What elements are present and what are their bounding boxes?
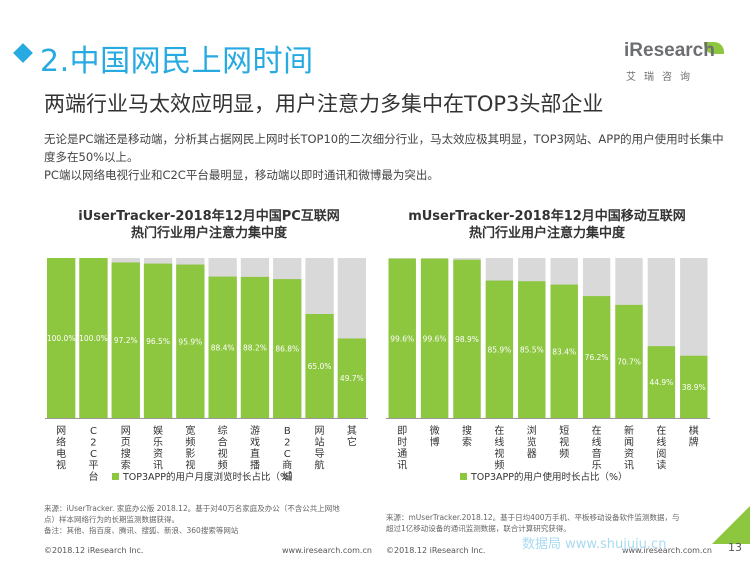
- pc-category-label: 娱乐资讯: [153, 424, 163, 472]
- pc-value-label: 88.2%: [243, 343, 267, 352]
- pc-category-label: 网页搜索: [121, 425, 131, 472]
- mobile-value-label: 85.5%: [520, 346, 544, 355]
- mobile-value-label: 85.9%: [487, 345, 511, 354]
- mobile-category-label: 浏览器: [527, 424, 537, 460]
- mobile-category-label: 即时通讯: [397, 425, 407, 472]
- mobile-category-label: 在线阅读: [656, 425, 666, 472]
- logo-leaf-icon: [704, 42, 724, 54]
- pc-source-note: 来源：iUserTracker. 家庭办公版 2018.12。基于对40万名家庭…: [44, 503, 374, 536]
- page-title: 2.中国网民上网时间: [40, 44, 314, 79]
- pc-category-label: 宽频影视: [185, 424, 195, 472]
- mobile-bar: [485, 280, 514, 418]
- pc-value-label: 100.0%: [79, 334, 108, 343]
- pc-source-line: 备注：其他、指百度、腾讯、搜狐、新浪、360搜索等网站: [44, 526, 239, 535]
- pc-footer-copyright: ©2018.12 iResearch Inc.: [44, 546, 144, 555]
- mobile-category-label: 棋牌: [689, 424, 699, 449]
- pc-bar: [111, 262, 140, 418]
- pc-source-line: 点）样本网络行为的长期监测数据获得。: [44, 515, 179, 524]
- pc-category-label: 其它: [347, 425, 357, 449]
- watermark: 数据局 www.shujuju.cn: [522, 537, 667, 552]
- pc-chart-title: iUserTracker-2018年12月中国PC互联网 热门行业用户注意力集中…: [44, 208, 374, 242]
- mobile-category-label: 在线视频: [494, 425, 504, 472]
- mobile-bar: [582, 296, 611, 418]
- pc-legend-label: TOP3APP的用户月度浏览时长占比（%）: [122, 471, 299, 483]
- pc-chart-title-line-1: iUserTracker-2018年12月中国PC互联网: [78, 209, 340, 224]
- mobile-bar: [453, 259, 481, 418]
- pc-value-label: 65.0%: [308, 362, 332, 371]
- pc-legend-swatch: [112, 473, 119, 480]
- pc-value-label: 88.4%: [211, 343, 235, 352]
- mobile-value-label: 83.4%: [552, 347, 576, 356]
- mobile-chart-title-line-1: mUserTracker-2018年12月中国移动互联网: [408, 209, 686, 224]
- mobile-legend-label: TOP3APP的用户使用时长占比（%）: [470, 471, 628, 483]
- mobile-value-label: 44.9%: [649, 378, 673, 387]
- mobile-bar: [388, 258, 416, 418]
- pc-bar: [143, 263, 173, 418]
- pc-source-line: 来源：iUserTracker. 家庭办公版 2018.12。基于对40万名家庭…: [44, 504, 340, 513]
- mobile-chart-title-line-2: 热门行业用户注意力集中度: [468, 226, 625, 241]
- pc-value-label: 49.7%: [340, 374, 364, 383]
- pc-category-label: 网站导航: [315, 425, 325, 472]
- pc-value-label: 96.5%: [146, 337, 170, 346]
- pc-category-label: 游戏直播: [250, 424, 260, 472]
- pc-category-label: B 2 C 商城: [282, 426, 292, 483]
- pc-value-label: 86.8%: [275, 345, 299, 354]
- mobile-category-label: 搜索: [462, 424, 472, 449]
- mobile-value-label: 70.7%: [617, 357, 641, 366]
- mobile-value-label: 38.9%: [682, 383, 706, 392]
- summary-line-1: 无论是PC端还是移动端，分析其占据网民上网时长TOP10的二次细分行业，马太效应…: [44, 132, 724, 164]
- pc-bar: [208, 276, 237, 418]
- mobile-footer-copyright: ©2018.12 iResearch Inc.: [386, 546, 486, 555]
- pc-bar: [176, 264, 205, 418]
- mobile-value-label: 98.9%: [455, 335, 479, 344]
- mobile-value-label: 99.6%: [423, 334, 447, 343]
- page-subtitle: 两端行业马太效应明显，用户注意力多集中在TOP3头部企业: [44, 92, 604, 116]
- corner-triangle-icon: [712, 506, 750, 544]
- pc-bar: [79, 258, 108, 418]
- summary-line-2: PC端以网络电视行业和C2C平台最明显，移动端以即时通讯和微博最为突出。: [44, 168, 439, 182]
- mobile-source-note: 来源：mUserTracker.2018.12。基于日均400万手机、平板移动设…: [386, 512, 716, 534]
- mobile-bar: [647, 346, 676, 418]
- page-number: 13: [728, 541, 742, 554]
- mobile-bar: [518, 281, 546, 418]
- pc-category-label: C 2 C 平台: [88, 426, 98, 483]
- pc-category-label: 综合视频: [218, 424, 228, 472]
- pc-value-label: 100.0%: [47, 334, 76, 343]
- summary-text: 无论是PC端还是移动端，分析其占据网民上网时长TOP10的二次细分行业，马太效应…: [44, 130, 724, 184]
- logo-subtitle: 艾瑞咨询: [626, 72, 698, 83]
- pc-bar: [337, 338, 366, 418]
- mobile-chart-title: mUserTracker-2018年12月中国移动互联网 热门行业用户注意力集中…: [382, 208, 712, 242]
- logo-text: iResearch: [624, 40, 715, 61]
- mobile-bar: [680, 355, 708, 418]
- mobile-category-label: 新闻资讯: [624, 424, 634, 472]
- iresearch-logo: iResearch 艾瑞咨询: [618, 40, 730, 86]
- mobile-source-line: 超过1亿移动设备的通讯监测数据，联合计算研究获得。: [386, 524, 571, 533]
- pc-value-label: 97.2%: [114, 336, 138, 345]
- pc-bar: [47, 258, 76, 418]
- mobile-bar: [420, 258, 449, 418]
- pc-bar: [273, 279, 302, 418]
- mobile-source-line: 来源：mUserTracker.2018.12。基于日均400万手机、平板移动设…: [386, 513, 680, 522]
- mobile-category-label: 在线音乐: [592, 425, 602, 472]
- pc-value-label: 95.9%: [178, 337, 202, 346]
- mobile-value-label: 76.2%: [585, 353, 609, 362]
- pc-footer-url: www.iresearch.com.cn: [282, 546, 372, 555]
- mobile-category-label: 短视频: [559, 424, 569, 460]
- mobile-bar: [550, 284, 578, 418]
- pc-category-label: 网络电视: [56, 425, 66, 472]
- mobile-legend-swatch: [460, 473, 467, 480]
- pc-chart-title-line-2: 热门行业用户注意力集中度: [130, 226, 287, 241]
- mobile-bar: [615, 304, 643, 418]
- mobile-value-label: 99.6%: [390, 334, 414, 343]
- mobile-footer-url: www.iresearch.com.cn: [622, 546, 712, 555]
- mobile-category-label: 微博: [430, 424, 440, 449]
- pc-bar: [240, 276, 270, 418]
- pc-bar: [305, 314, 334, 418]
